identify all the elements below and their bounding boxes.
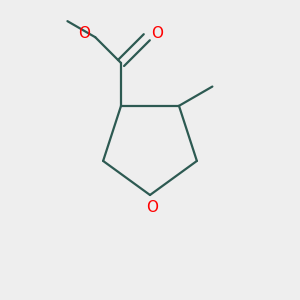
- Text: O: O: [152, 26, 164, 41]
- Text: O: O: [78, 26, 90, 41]
- Text: O: O: [146, 200, 158, 214]
